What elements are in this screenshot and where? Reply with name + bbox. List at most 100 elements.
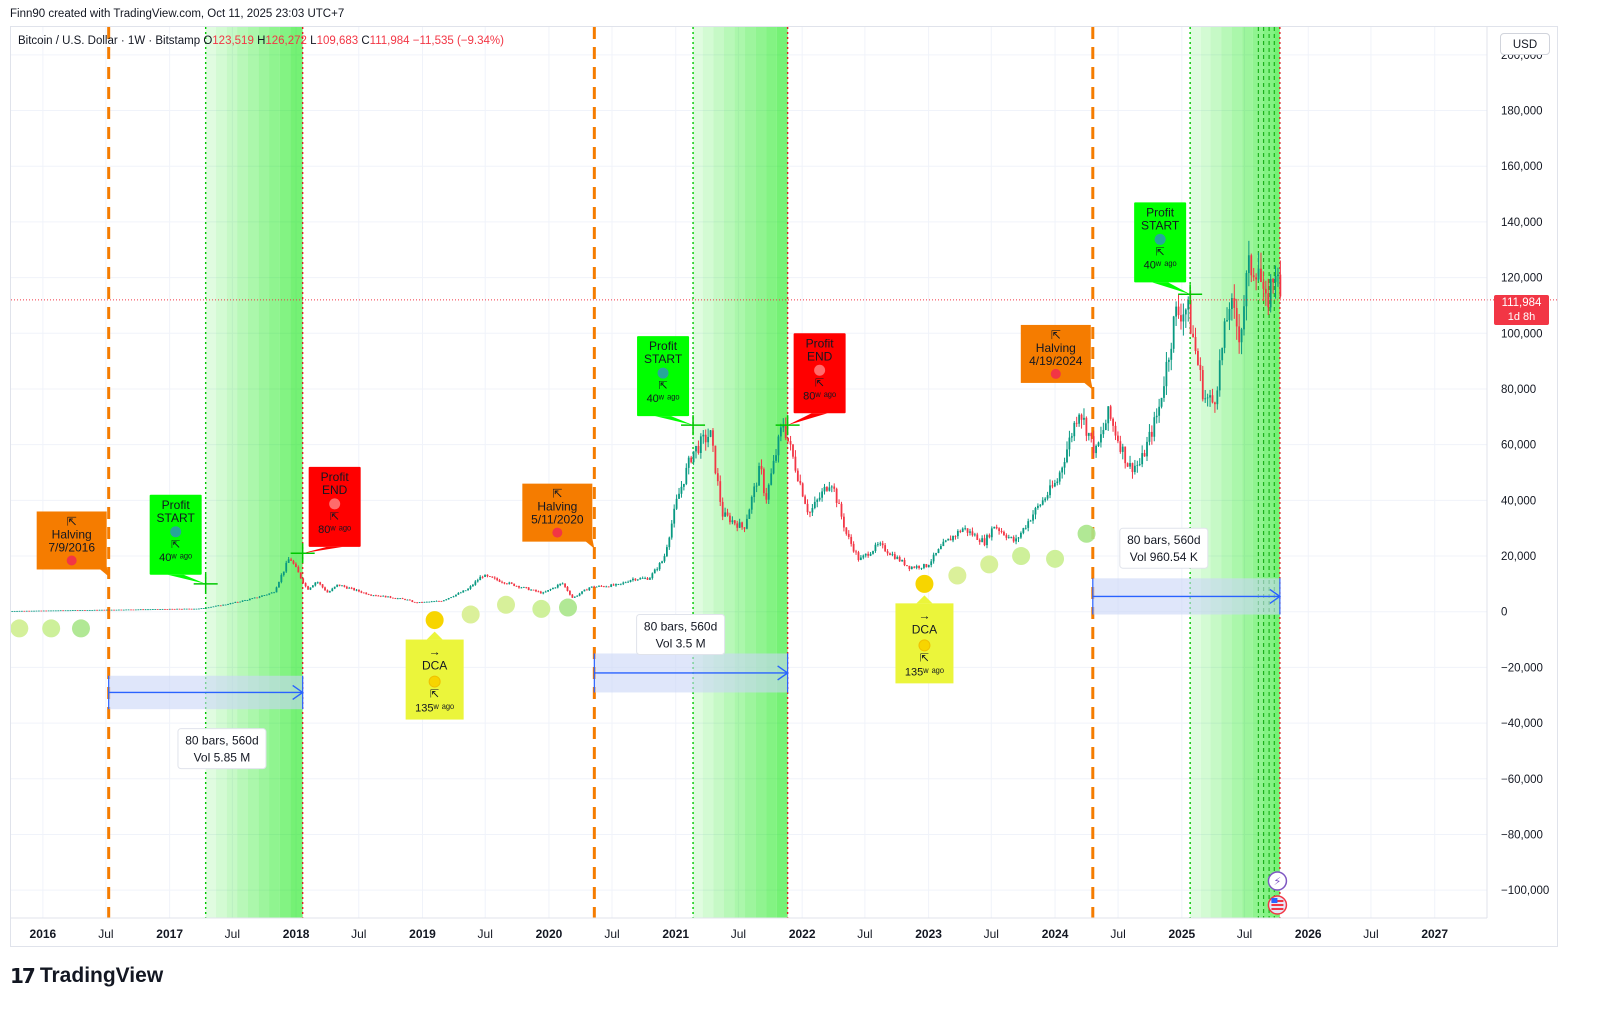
candle-body — [493, 577, 496, 579]
candle-body — [1218, 360, 1221, 391]
tradingview-logo[interactable]: 17 TradingView — [10, 962, 163, 990]
candle-body — [345, 586, 348, 589]
candle — [859, 555, 862, 561]
candle-body — [685, 467, 688, 484]
candle — [455, 594, 457, 597]
candle-body — [11, 610, 14, 612]
candle — [1226, 307, 1228, 322]
candle-body — [40, 610, 43, 612]
candle — [685, 463, 688, 486]
candle-body — [118, 609, 120, 611]
candle — [891, 551, 894, 557]
candle — [627, 580, 630, 583]
candle-body — [185, 608, 188, 610]
candle-body — [462, 590, 465, 593]
candle-body — [59, 610, 62, 612]
price-chart[interactable]: 80 bars, 560d Vol 5.85 M 80 bars, 560d Vol … — [11, 27, 1557, 946]
candle-body — [161, 609, 164, 610]
us-flag-canton — [1271, 898, 1278, 903]
change-value: −11,535 (−9.34%) — [412, 35, 504, 47]
candle — [1112, 417, 1114, 432]
profit-end-label-text: Profit — [806, 336, 835, 350]
profit-start-label-ago-text: 40ʷ ᵃᵍᵒ — [1144, 259, 1177, 271]
candle — [607, 586, 610, 588]
profit-end-label-ago-text: 80ʷ ᵃᵍᵒ — [803, 390, 836, 402]
candle-body — [1087, 433, 1090, 436]
price-axis-label: −60,000 — [1501, 774, 1543, 786]
candle — [474, 580, 477, 586]
candle — [1182, 303, 1185, 336]
candle — [1262, 271, 1265, 302]
candle-body — [1012, 537, 1015, 542]
candle — [809, 511, 811, 518]
candle-body — [845, 527, 848, 534]
candle — [151, 609, 154, 610]
candle — [1080, 413, 1083, 429]
candle-body — [275, 587, 278, 593]
candle — [787, 438, 790, 443]
candle — [898, 555, 901, 563]
candle-body — [741, 522, 743, 528]
miner-icon: ⇱ — [430, 689, 439, 701]
candle-body — [1124, 446, 1127, 464]
profit-zone-band — [1263, 27, 1275, 918]
candle-body — [488, 576, 491, 577]
candle-body — [389, 596, 392, 598]
miner-icon: ⇱ — [658, 380, 667, 392]
profit-start-label-text: Profit — [162, 498, 191, 512]
candle-body — [144, 609, 147, 611]
candle — [183, 608, 186, 610]
candle-body — [251, 598, 254, 600]
candle-body — [1216, 390, 1219, 405]
candle-body — [139, 609, 142, 611]
symbol-legend[interactable]: Bitcoin / U.S. Dollar · 1W · Bitstamp O1… — [18, 35, 504, 47]
price-axis-label: −80,000 — [1501, 829, 1543, 841]
candle-body — [1056, 481, 1059, 484]
candle-body — [554, 587, 557, 589]
candle — [1209, 389, 1211, 407]
candle-body — [375, 595, 377, 597]
candle-body — [1211, 395, 1214, 403]
candle — [983, 534, 986, 547]
candle — [1129, 455, 1131, 470]
candle — [236, 601, 239, 603]
candle-body — [583, 589, 586, 592]
candle — [1039, 504, 1042, 508]
candle — [821, 488, 823, 502]
candle-body — [522, 587, 525, 588]
candle — [365, 592, 368, 595]
candle — [1240, 327, 1243, 355]
candle — [896, 555, 899, 560]
candle — [96, 609, 98, 611]
candle-body — [1044, 498, 1047, 501]
candle-body — [1007, 537, 1010, 538]
chart-credit: Finn90 created with TradingView.com, Oct… — [10, 8, 345, 20]
candle-body — [779, 427, 782, 437]
candle-body — [181, 608, 183, 610]
candle-body — [634, 578, 637, 581]
candle-body — [1243, 306, 1245, 330]
candle-body — [547, 590, 549, 592]
currency-button[interactable]: USD — [1500, 33, 1550, 55]
candle — [134, 609, 137, 611]
profit-start-label-ago-text: 40ʷ ᵃᵍᵒ — [647, 393, 680, 405]
candle — [993, 526, 996, 529]
candle — [1133, 459, 1136, 475]
halving-label-dot — [1050, 368, 1061, 379]
candle-body — [847, 533, 850, 537]
candle — [598, 585, 600, 588]
chart-pane[interactable]: 80 bars, 560d Vol 5.85 M 80 bars, 560d Vol … — [10, 26, 1558, 947]
candle-body — [132, 609, 135, 611]
candle — [862, 554, 865, 560]
candle-body — [486, 574, 489, 577]
price-axis-label: 120,000 — [1501, 273, 1543, 285]
candle-body — [205, 607, 208, 609]
candle-body — [425, 601, 428, 603]
candle — [578, 592, 581, 597]
candle-body — [954, 535, 957, 537]
candle-body — [244, 600, 246, 601]
candle-body — [811, 507, 814, 513]
candle — [462, 590, 465, 593]
candle-body — [809, 512, 811, 514]
